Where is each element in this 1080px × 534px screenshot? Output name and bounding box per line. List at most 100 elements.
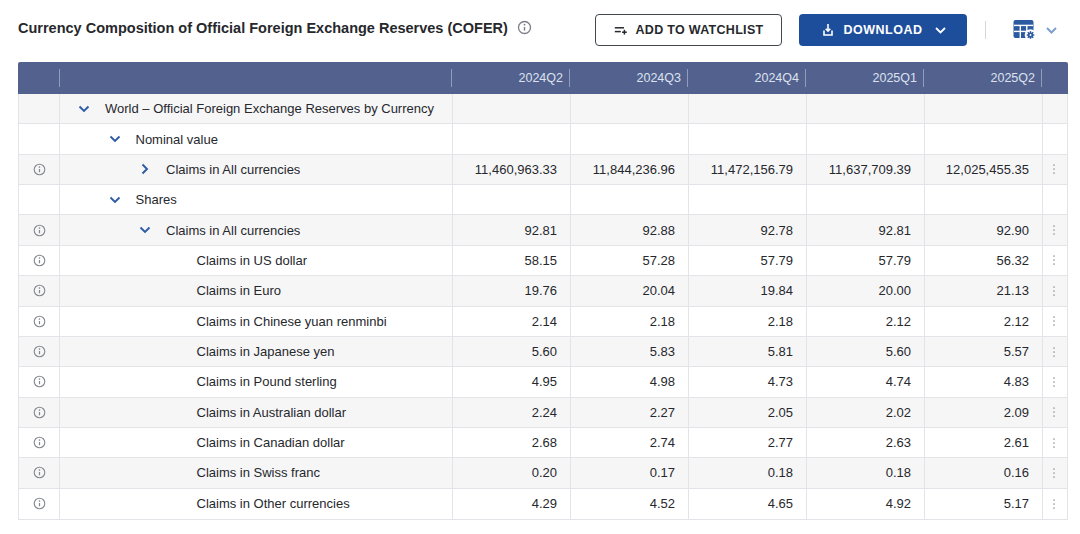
row-label: Claims in US dollar	[197, 253, 308, 268]
row-info-cell[interactable]	[19, 428, 60, 457]
chevron-down-icon[interactable]	[109, 135, 121, 143]
value-cell: 5.81	[689, 337, 807, 366]
kebab-menu-icon[interactable]	[1052, 254, 1056, 266]
row-info-cell[interactable]	[19, 367, 60, 396]
info-icon[interactable]	[517, 20, 532, 35]
value-cell: 2.18	[571, 307, 689, 336]
kebab-menu-icon[interactable]	[1052, 376, 1056, 388]
row-label-cell: Claims in Pound sterling	[60, 367, 453, 396]
row-info-cell[interactable]	[19, 215, 60, 244]
row-actions-cell[interactable]	[1043, 307, 1065, 336]
value-cell	[807, 185, 925, 214]
row-label: Shares	[136, 192, 177, 207]
chevron-right-icon[interactable]	[139, 165, 151, 173]
info-icon[interactable]	[33, 163, 46, 176]
row-actions-cell[interactable]	[1043, 398, 1065, 427]
info-icon[interactable]	[33, 406, 46, 419]
chevron-down-icon[interactable]	[78, 105, 90, 113]
info-icon[interactable]	[33, 224, 46, 237]
value-cell: 11,637,709.39	[807, 155, 925, 184]
value-cell: 92.88	[571, 215, 689, 244]
value-cell: 5.83	[571, 337, 689, 366]
value-cell	[925, 94, 1043, 123]
value-cell: 5.60	[807, 337, 925, 366]
chevron-down-icon	[1046, 27, 1057, 34]
chevron-down-icon[interactable]	[139, 226, 151, 234]
row-label: Claims in Euro	[197, 283, 282, 298]
table-row: Claims in US dollar58.1557.2857.7957.795…	[19, 246, 1067, 276]
table-row: Claims in Pound sterling4.954.984.734.74…	[19, 367, 1067, 397]
row-actions-cell[interactable]	[1043, 215, 1065, 244]
value-cell: 2.12	[807, 307, 925, 336]
value-cell	[453, 185, 571, 214]
row-actions-cell[interactable]	[1043, 367, 1065, 396]
row-label-cell: World – Official Foreign Exchange Reserv…	[60, 94, 453, 123]
page-title: Currency Composition of Official Foreign…	[18, 20, 508, 36]
header-cell-actions	[1042, 62, 1068, 94]
value-cell	[807, 94, 925, 123]
chevron-down-icon	[935, 27, 946, 34]
kebab-menu-icon[interactable]	[1052, 163, 1056, 175]
table-row: Claims in Chinese yuan renminbi2.142.182…	[19, 307, 1067, 337]
value-cell: 57.79	[689, 246, 807, 275]
value-cell: 21.13	[925, 276, 1043, 305]
row-info-cell[interactable]	[19, 246, 60, 275]
value-cell: 2.63	[807, 428, 925, 457]
value-cell: 58.15	[453, 246, 571, 275]
row-label: Claims in Chinese yuan renminbi	[197, 314, 387, 329]
row-actions-cell[interactable]	[1043, 337, 1065, 366]
info-icon[interactable]	[33, 466, 46, 479]
row-actions-cell	[1043, 185, 1065, 214]
value-cell	[453, 94, 571, 123]
header-cell-period[interactable]: 2024Q2	[452, 62, 570, 94]
add-to-watchlist-button[interactable]: ADD TO WATCHLIST	[595, 14, 782, 46]
kebab-menu-icon[interactable]	[1052, 437, 1056, 449]
header-cell-period[interactable]: 2024Q4	[688, 62, 806, 94]
kebab-menu-icon[interactable]	[1052, 315, 1056, 327]
row-info-cell[interactable]	[19, 337, 60, 366]
kebab-menu-icon[interactable]	[1052, 346, 1056, 358]
value-cell: 4.74	[807, 367, 925, 396]
kebab-menu-icon[interactable]	[1052, 285, 1056, 297]
info-icon[interactable]	[33, 284, 46, 297]
row-info-cell[interactable]	[19, 458, 60, 487]
value-cell: 92.78	[689, 215, 807, 244]
header-cell-period[interactable]: 2024Q3	[570, 62, 688, 94]
row-label: Claims in Canadian dollar	[197, 435, 345, 450]
header-cell-period[interactable]: 2025Q2	[924, 62, 1042, 94]
row-actions-cell[interactable]	[1043, 489, 1065, 519]
kebab-menu-icon[interactable]	[1052, 224, 1056, 236]
row-info-cell[interactable]	[19, 155, 60, 184]
info-icon[interactable]	[33, 375, 46, 388]
table-settings-button[interactable]	[1013, 19, 1057, 41]
row-info-cell[interactable]	[19, 398, 60, 427]
download-button[interactable]: DOWNLOAD	[799, 14, 967, 46]
download-icon	[821, 23, 835, 37]
value-cell: 11,844,236.96	[571, 155, 689, 184]
table-body: World – Official Foreign Exchange Reserv…	[18, 94, 1068, 520]
row-actions-cell[interactable]	[1043, 428, 1065, 457]
row-actions-cell[interactable]	[1043, 458, 1065, 487]
info-icon[interactable]	[33, 315, 46, 328]
row-label-cell: Claims in Euro	[60, 276, 453, 305]
row-actions-cell[interactable]	[1043, 276, 1065, 305]
info-icon[interactable]	[33, 345, 46, 358]
info-icon[interactable]	[33, 436, 46, 449]
row-label: Claims in All currencies	[166, 162, 300, 177]
row-actions-cell[interactable]	[1043, 155, 1065, 184]
chevron-down-icon[interactable]	[109, 196, 121, 204]
value-cell: 4.92	[807, 489, 925, 519]
value-cell: 0.20	[453, 458, 571, 487]
kebab-menu-icon[interactable]	[1052, 406, 1056, 418]
kebab-menu-icon[interactable]	[1052, 498, 1056, 510]
row-info-cell[interactable]	[19, 276, 60, 305]
value-cell: 4.98	[571, 367, 689, 396]
kebab-menu-icon[interactable]	[1052, 467, 1056, 479]
table-row: Claims in All currencies92.8192.8892.789…	[19, 215, 1067, 245]
header-cell-period[interactable]: 2025Q1	[806, 62, 924, 94]
row-info-cell[interactable]	[19, 307, 60, 336]
info-icon[interactable]	[33, 497, 46, 510]
info-icon[interactable]	[33, 254, 46, 267]
row-actions-cell[interactable]	[1043, 246, 1065, 275]
row-info-cell[interactable]	[19, 489, 60, 519]
